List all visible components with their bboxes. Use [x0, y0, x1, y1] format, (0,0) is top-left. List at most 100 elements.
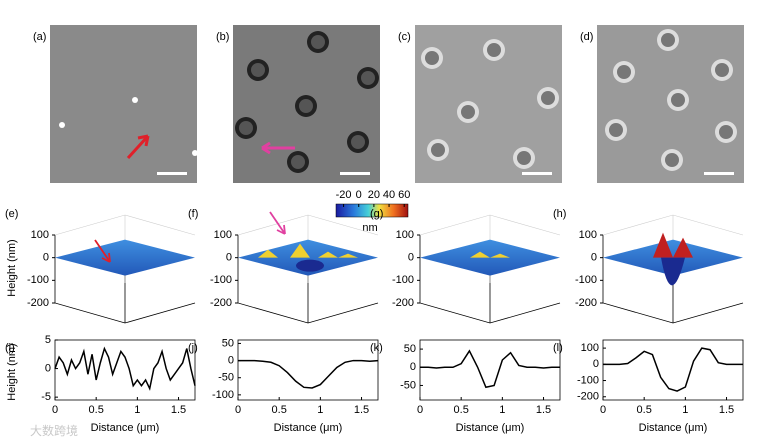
surface-peak	[490, 253, 510, 258]
panel-label: (e)	[5, 208, 18, 220]
z-tick-label: -100	[27, 274, 49, 286]
pore	[425, 51, 439, 65]
pore	[617, 65, 631, 79]
x-tick-label: 1.5	[719, 404, 734, 416]
pore	[487, 43, 501, 57]
panel-label: (l)	[553, 342, 563, 354]
surface-peak	[290, 243, 310, 258]
plot-frame	[54, 339, 196, 401]
x-tick-label: 0.5	[637, 404, 652, 416]
surface-pit	[661, 257, 685, 286]
pore	[665, 153, 679, 167]
surface-peak	[258, 249, 278, 258]
x-tick-label: 1.5	[171, 404, 186, 416]
pore	[351, 135, 365, 149]
profile-line	[420, 349, 560, 389]
z-tick-label: 0	[43, 252, 49, 264]
surface-peak	[673, 237, 693, 258]
y-tick-label: 0	[410, 361, 416, 373]
z-tick-label: -100	[575, 274, 597, 286]
x-tick-label: 0	[600, 404, 606, 416]
panel-label: (d)	[580, 31, 593, 43]
plot-frame	[419, 339, 561, 401]
y-tick-label: 50	[222, 337, 234, 349]
particle	[132, 97, 138, 103]
pore	[239, 121, 253, 135]
pore	[461, 105, 475, 119]
arrow	[94, 239, 111, 263]
panel-label: (j)	[188, 342, 198, 354]
colorbar-tick-label: 60	[398, 189, 410, 201]
surface-pit	[296, 259, 324, 272]
colorbar-tick-label: 0	[356, 189, 362, 201]
y-tick-label: -50	[218, 372, 234, 384]
panel-label: (g)	[370, 208, 383, 220]
scale-bar	[704, 172, 734, 175]
panel-label: (i)	[5, 342, 15, 354]
y-tick-label: 50	[404, 343, 416, 355]
x-tick-label: 1	[134, 404, 140, 416]
colorbar-tick-label: -20	[336, 189, 352, 201]
z-tick-label: -200	[392, 297, 414, 309]
z-tick-label: 0	[591, 252, 597, 264]
z-tick-label: 0	[226, 252, 232, 264]
arrow	[269, 211, 286, 235]
surface-peak	[470, 251, 490, 258]
colorbar	[335, 203, 409, 218]
x-tick-label: 0	[235, 404, 241, 416]
panel-label: (b)	[216, 31, 229, 43]
surface	[55, 239, 195, 276]
panel-label: (k)	[370, 342, 383, 354]
scale-bar	[157, 172, 187, 175]
pore	[361, 71, 375, 85]
colorbar-tick-label: 20	[368, 189, 380, 201]
pore	[719, 125, 733, 139]
pore	[671, 93, 685, 107]
pore	[715, 63, 729, 77]
x-tick-label: 0.5	[272, 404, 287, 416]
pore	[661, 33, 675, 47]
y-tick-label: 0	[593, 358, 599, 370]
y-tick-label: -100	[212, 389, 234, 401]
profile-line	[54, 346, 196, 391]
pore	[299, 99, 313, 113]
surface-peak	[653, 232, 673, 258]
x-tick-label: 0	[52, 404, 58, 416]
profile-line	[603, 347, 743, 392]
panel-label: (h)	[553, 208, 566, 220]
scale-bar	[340, 172, 370, 175]
x-axis-label: Distance (μm)	[639, 422, 708, 434]
x-tick-label: 1.5	[354, 404, 369, 416]
colorbar-unit: nm	[362, 222, 377, 234]
x-tick-label: 0.5	[454, 404, 469, 416]
plot-frame	[602, 339, 744, 401]
pore	[311, 35, 325, 49]
panel-label: (f)	[188, 208, 198, 220]
x-tick-label: 1.5	[536, 404, 551, 416]
particle	[59, 122, 65, 128]
z-tick-label: -100	[392, 274, 414, 286]
sem-image	[50, 25, 197, 183]
x-tick-label: 1	[317, 404, 323, 416]
pore	[541, 91, 555, 105]
colorbar-tick-label: 40	[383, 189, 395, 201]
pore	[251, 63, 265, 77]
z-tick-label: 100	[396, 229, 414, 241]
pore	[609, 123, 623, 137]
pore	[291, 155, 305, 169]
z-tick-label: -200	[210, 297, 232, 309]
y-tick-label: -50	[400, 379, 416, 391]
y-tick-label: 0	[228, 354, 234, 366]
pore	[517, 151, 531, 165]
z-tick-label: -100	[210, 274, 232, 286]
scale-bar	[522, 172, 552, 175]
y-tick-label: 100	[581, 342, 599, 354]
z-tick-label: 0	[408, 252, 414, 264]
x-axis-label: Distance (μm)	[456, 422, 525, 434]
z-tick-label: -200	[27, 297, 49, 309]
watermark: 大数跨境	[30, 423, 78, 438]
z-tick-label: 100	[31, 229, 49, 241]
z-tick-label: -200	[575, 297, 597, 309]
surface-peak	[338, 253, 358, 258]
